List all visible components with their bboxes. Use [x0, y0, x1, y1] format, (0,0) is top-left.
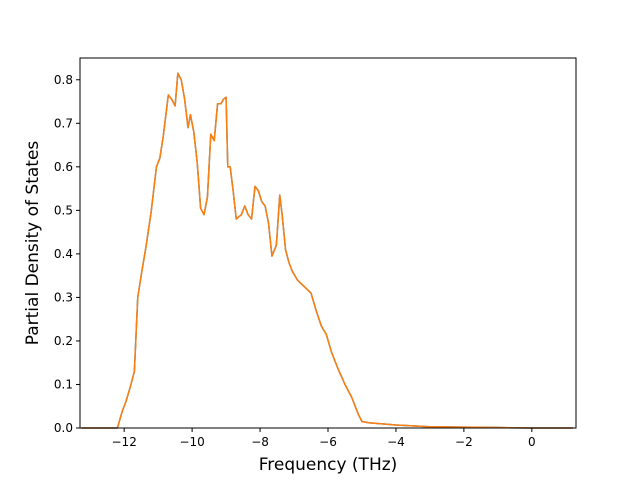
x-tick-label: −2 [455, 435, 473, 449]
series-layer [80, 72, 574, 429]
x-tick-label: −6 [319, 435, 337, 449]
y-tick-label: 0.3 [54, 290, 73, 304]
y-tick-label: 0.0 [54, 421, 73, 435]
series-line-2 [80, 72, 574, 429]
y-tick-label: 0.5 [54, 203, 73, 217]
y-tick-label: 0.8 [54, 73, 73, 87]
x-tick-label: −12 [112, 435, 137, 449]
y-tick-label: 0.7 [54, 116, 73, 130]
x-axis: −12 −10 −8 −6 −4 −2 0 [112, 428, 536, 449]
y-tick-label: 0.4 [54, 247, 73, 261]
x-axis-label: Frequency (THz) [259, 455, 398, 475]
y-axis: 0.0 0.1 0.2 0.3 0.4 0.5 0.6 0.7 0.8 [54, 73, 80, 435]
x-tick-label: −4 [387, 435, 405, 449]
y-tick-label: 0.1 [54, 377, 73, 391]
x-tick-label: 0 [528, 435, 536, 449]
y-tick-label: 0.2 [54, 334, 73, 348]
y-tick-label: 0.6 [54, 160, 73, 174]
x-tick-label: −8 [251, 435, 269, 449]
x-tick-label: −10 [179, 435, 204, 449]
y-axis-label: Partial Density of States [23, 141, 43, 346]
